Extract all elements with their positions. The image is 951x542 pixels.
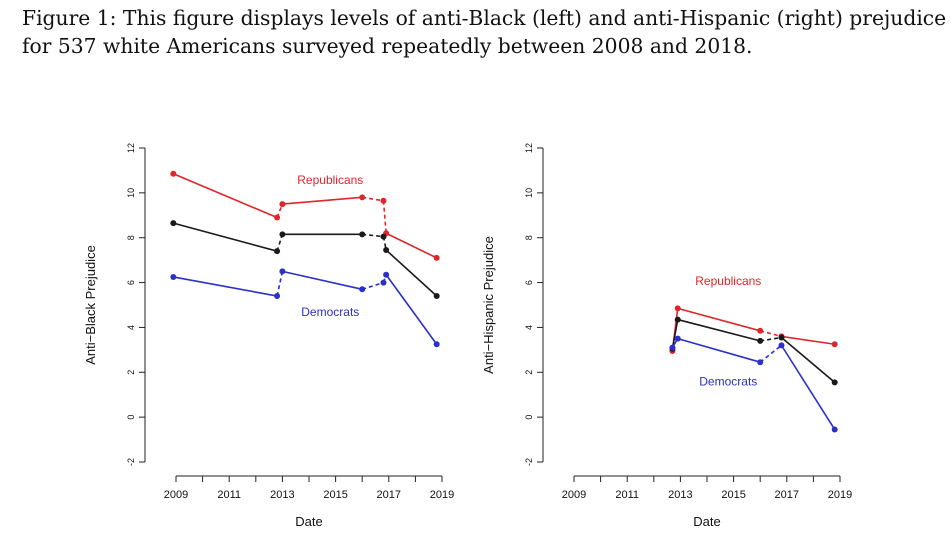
right-x-tick-label: 2013	[668, 489, 692, 501]
left-series-republicans-segment	[362, 196, 384, 202]
right-label-democrats: Democrats	[699, 375, 757, 389]
right-x-tick-label: 2017	[775, 489, 799, 501]
left-series-overall-point	[170, 220, 177, 227]
right-y-tick-label: 10	[524, 188, 534, 198]
left-series-republicans-point	[279, 201, 286, 208]
right-y-tick-label: -2	[524, 458, 534, 466]
right-series-democrats-segment	[759, 344, 782, 363]
left-series-republicans-point	[380, 197, 387, 204]
left-series-republicans-point	[274, 214, 281, 221]
right-series-democrats-point	[757, 359, 764, 366]
left-series-republicans-point	[170, 170, 177, 177]
left-series-overall-point	[433, 293, 440, 300]
left-series-republicans-point	[433, 254, 440, 261]
right-label-republicans: Republicans	[695, 274, 761, 288]
left-series-democrats-segment	[282, 270, 363, 291]
right-series-overall-point	[831, 379, 838, 386]
right-series-overall-segment	[677, 318, 761, 342]
left-series-overall-point	[380, 233, 387, 240]
left-series-republicans-segment	[382, 200, 387, 234]
left-series-democrats-point	[279, 268, 286, 275]
left-series-republicans-segment	[282, 196, 363, 205]
right-series-democrats-point	[778, 342, 785, 349]
left-series-democrats-segment	[385, 274, 438, 345]
left-series-democrats-point	[274, 293, 281, 300]
right-series-republicans-segment	[781, 335, 835, 346]
left-y-tick-label: -2	[126, 458, 136, 466]
right-series-overall-segment	[760, 336, 782, 342]
left-y-axis-title: Anti−Black Prejudice	[83, 245, 98, 365]
right-series-overall-point	[757, 337, 764, 344]
left-series-overall-point	[279, 231, 286, 238]
left-label-democrats: Democrats	[301, 305, 359, 319]
left-label-republicans: Republicans	[297, 173, 363, 187]
right-y-tick-label: 6	[524, 280, 534, 285]
left-x-axis-title: Date	[295, 514, 322, 529]
right-y-tick-label: 0	[524, 415, 534, 420]
right-y-tick-label: 12	[524, 143, 534, 153]
left-x-tick-label: 2009	[164, 489, 188, 501]
right-series-republicans-point	[757, 327, 764, 334]
left-series-democrats-point	[359, 286, 366, 293]
left-series-overall-segment	[362, 233, 384, 238]
right-series-overall-segment	[671, 319, 679, 349]
left-series-democrats-point	[170, 273, 177, 280]
right-y-axis-title: Anti−Hispanic Prejudice	[481, 236, 496, 374]
left-y-tick-label: 12	[126, 143, 136, 153]
right-series-republicans-segment	[677, 307, 761, 332]
left-x-tick-label: 2013	[270, 489, 294, 501]
left-series-republicans-segment	[385, 232, 438, 259]
left-series-overall-point	[359, 231, 366, 238]
right-series-republicans-point	[674, 305, 681, 312]
right-y-tick-label: 8	[524, 235, 534, 240]
figure-caption: Figure 1: This figure displays levels of…	[22, 6, 947, 58]
right-x-tick-label: 2019	[828, 489, 852, 501]
right-series-democrats-segment	[677, 337, 761, 363]
right-series-democrats-segment	[780, 344, 836, 430]
left-series-overall-point	[274, 248, 281, 255]
left-series-democrats-point	[380, 279, 387, 286]
left-series-republicans-segment	[173, 173, 278, 219]
left-y-tick-label: 0	[126, 415, 136, 420]
right-x-tick-label: 2015	[721, 489, 745, 501]
right-x-tick-label: 2009	[562, 489, 586, 501]
right-x-tick-label: 2011	[615, 489, 639, 501]
left-series-democrats-segment	[361, 281, 384, 291]
right-y-tick-label: 2	[524, 370, 534, 375]
right-series-democrats-point	[674, 335, 681, 342]
left-series-democrats-point	[383, 271, 390, 278]
right-series-republicans-point	[831, 341, 838, 348]
left-x-tick-label: 2011	[217, 489, 241, 501]
left-x-tick-label: 2015	[323, 489, 347, 501]
right-series-overall-segment	[780, 336, 836, 383]
left-series-democrats-point	[433, 341, 440, 348]
left-series-democrats-segment	[173, 276, 278, 297]
left-series-overall-segment	[385, 249, 438, 297]
left-y-tick-label: 2	[126, 370, 136, 375]
right-x-axis-title: Date	[693, 514, 720, 529]
left-x-tick-label: 2019	[430, 489, 454, 501]
left-series-overall-segment	[173, 222, 278, 252]
right-y-tick-label: 4	[524, 325, 534, 330]
left-y-tick-label: 6	[126, 280, 136, 285]
left-series-democrats-segment	[276, 271, 284, 297]
left-series-republicans-point	[359, 194, 366, 201]
right-series-democrats-point	[669, 344, 676, 351]
right-series-republicans-segment	[759, 330, 782, 338]
right-series-overall-point	[674, 316, 681, 323]
left-x-tick-label: 2017	[377, 489, 401, 501]
left-y-tick-label: 4	[126, 325, 136, 330]
left-series-overall-point	[383, 247, 390, 254]
left-y-tick-label: 8	[126, 235, 136, 240]
right-series-democrats-point	[831, 426, 838, 433]
left-y-tick-label: 10	[126, 188, 136, 198]
right-series-overall-point	[778, 334, 785, 341]
